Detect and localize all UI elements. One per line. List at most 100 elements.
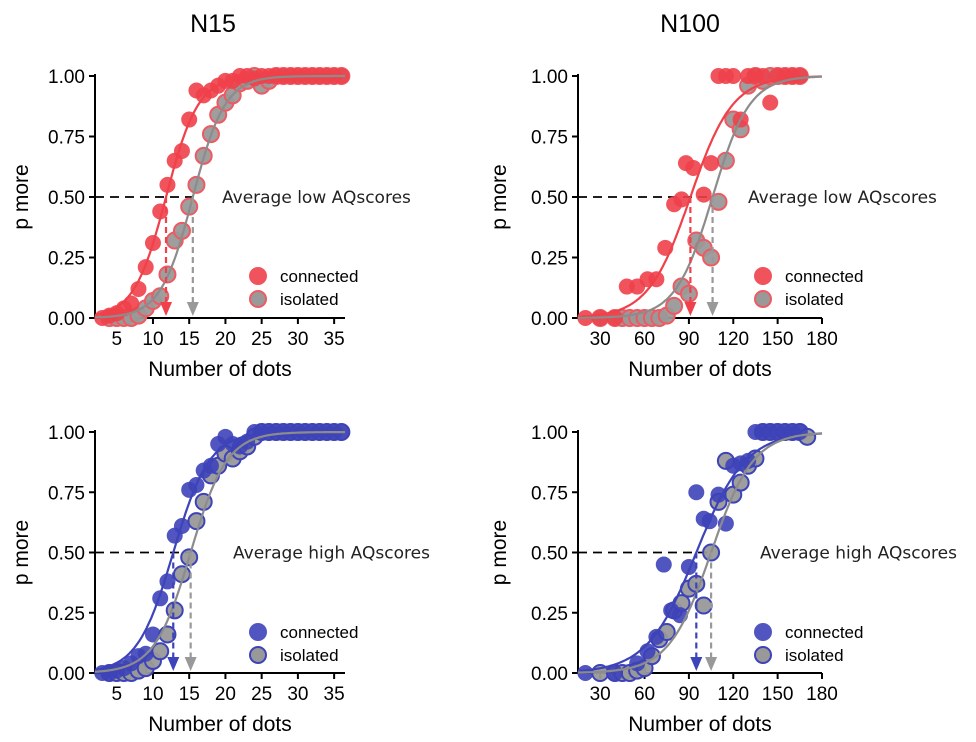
isolated-point (665, 296, 684, 315)
x-tick-label: 30 (590, 684, 611, 705)
x-tick-label: 180 (806, 684, 838, 705)
isolated-point (679, 284, 698, 303)
connected-point (130, 280, 147, 297)
isolated-fit-curve (94, 430, 346, 673)
y-tick-label: 0.25 (531, 604, 568, 625)
x-tick-label: 150 (762, 329, 794, 350)
x-tick-label: 10 (142, 329, 163, 350)
legend-connected-marker (754, 623, 772, 641)
y-tick-label: 0.00 (48, 664, 85, 685)
legend-connected-marker (249, 267, 267, 285)
y-tick-label: 0.50 (531, 544, 568, 565)
legend-isolated-marker (754, 290, 772, 308)
y-axis-label: p more (10, 520, 33, 585)
isolated-threshold-arrow-head (186, 302, 199, 316)
panel-0: 0.00 0.25 0.50 0.75 1.00 5 10 15 20 25 30 35 Number … (10, 67, 411, 381)
connected-point (639, 643, 656, 660)
y-tick-label: 0.25 (48, 604, 85, 625)
y-tick-label: 1.00 (48, 67, 85, 88)
x-tick-label: 90 (678, 329, 699, 350)
connected-point (648, 628, 665, 645)
isolated-threshold-arrow-head (706, 302, 719, 316)
x-axis-label: Number of dots (148, 713, 292, 736)
isolated-fit-curve (95, 74, 345, 319)
connected-point (144, 626, 161, 643)
connected-point (740, 452, 757, 469)
isolated-point (702, 248, 721, 267)
y-tick-label: 0.75 (531, 483, 568, 504)
y-tick-label: 0.75 (531, 128, 568, 149)
x-tick-label: 30 (287, 329, 308, 350)
connected-point (673, 191, 690, 208)
x-tick-label: 30 (287, 684, 308, 705)
panel-3: 0.00 0.25 0.50 0.75 1.00 30 60 90 120 150 180 Numbe… (488, 423, 957, 736)
connected-point (791, 68, 808, 84)
y-tick-label: 1.00 (531, 67, 568, 88)
x-tick-label: 5 (111, 329, 122, 350)
column-title-n100: N100 (660, 10, 720, 38)
connected-point (695, 186, 712, 203)
connected-point (606, 310, 623, 326)
legend-isolated-marker (249, 290, 267, 308)
y-axis-label: p more (488, 164, 511, 229)
legend-isolated-marker (249, 646, 267, 664)
y-tick-label: 0.50 (531, 188, 568, 209)
legend-connected-marker (249, 623, 267, 641)
panel-2: 0.00 0.25 0.50 0.75 1.00 5 10 15 20 25 30 35 Number … (10, 423, 430, 736)
x-axis-label: Number of dots (628, 358, 772, 381)
panel-annotation: Average high AQscores (233, 544, 430, 564)
legend-isolated-label: isolated (785, 646, 844, 665)
legend-connected-label: connected (280, 623, 358, 642)
connected-threshold-arrow-head (167, 657, 180, 671)
panels: 0.00 0.25 0.50 0.75 1.00 5 10 15 20 25 30 35 Number … (10, 67, 957, 736)
isolated-point (694, 596, 713, 615)
x-tick-label: 60 (634, 329, 655, 350)
legend-connected-label: connected (785, 623, 863, 642)
x-tick-label: 90 (678, 684, 699, 705)
legend-connected-label: connected (785, 267, 863, 286)
x-tick-label: 180 (806, 329, 838, 350)
y-tick-label: 0.75 (48, 128, 85, 149)
isolated-fit-curve (577, 432, 823, 674)
y-tick-label: 0.25 (531, 249, 568, 270)
connected-point (754, 68, 771, 84)
panel-1: 0.00 0.25 0.50 0.75 1.00 30 60 90 120 150 180 Numbe… (488, 67, 937, 381)
y-axis-label: p more (488, 520, 511, 585)
x-tick-label: 25 (251, 329, 272, 350)
legend-isolated-label: isolated (785, 290, 844, 309)
x-tick-label: 120 (717, 329, 749, 350)
legend-isolated-marker (754, 646, 772, 664)
connected-threshold-arrow-head (690, 657, 703, 671)
x-tick-label: 15 (179, 684, 200, 705)
legend-connected-label: connected (280, 267, 358, 286)
panel-annotation: Average high AQscores (760, 544, 957, 564)
legend-isolated-label: isolated (280, 646, 339, 665)
x-axis-label: Number of dots (148, 358, 292, 381)
x-tick-label: 25 (251, 684, 272, 705)
connected-point (606, 665, 623, 681)
y-tick-label: 1.00 (48, 423, 85, 444)
x-tick-label: 20 (215, 329, 236, 350)
y-tick-label: 0.50 (48, 544, 85, 565)
column-title-n15: N15 (190, 10, 236, 38)
x-tick-label: 35 (324, 684, 345, 705)
connected-point (762, 94, 779, 111)
connected-point (202, 457, 219, 474)
legend-connected-marker (754, 267, 772, 285)
panel-annotation: Average low AQscores (748, 188, 937, 208)
connected-point (685, 159, 702, 176)
legend-isolated-label: isolated (280, 290, 339, 309)
y-tick-label: 0.50 (48, 188, 85, 209)
connected-point (710, 486, 727, 503)
connected-fit-curve (577, 75, 822, 318)
y-tick-label: 0.00 (531, 664, 568, 685)
y-tick-label: 0.00 (48, 309, 85, 330)
connected-point (655, 556, 672, 573)
x-tick-label: 120 (717, 684, 749, 705)
y-tick-label: 1.00 (531, 423, 568, 444)
x-tick-label: 30 (590, 329, 611, 350)
x-tick-label: 60 (634, 684, 655, 705)
connected-point (688, 484, 705, 501)
y-tick-label: 0.00 (531, 309, 568, 330)
